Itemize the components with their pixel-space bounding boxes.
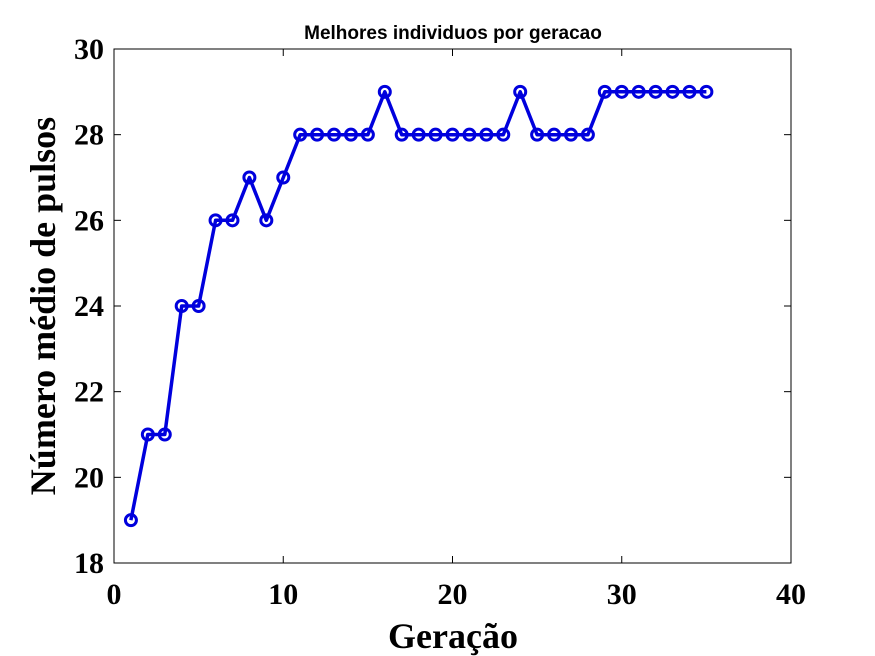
x-tick-label: 30 <box>607 578 637 611</box>
data-point <box>343 127 358 142</box>
series-markers <box>123 84 714 528</box>
data-point <box>140 427 155 442</box>
data-point <box>208 213 223 228</box>
y-tick-label: 22 <box>74 376 104 409</box>
chart-title: Melhores individuos por geracao <box>304 23 602 44</box>
data-point <box>377 84 392 99</box>
data-point <box>411 127 426 142</box>
data-point <box>631 84 646 99</box>
data-point <box>563 127 578 142</box>
data-point <box>462 127 477 142</box>
x-axis: 0 10 20 30 40 <box>107 49 806 611</box>
data-point <box>360 127 375 142</box>
x-tick-label: 20 <box>438 578 468 611</box>
y-tick-label: 28 <box>74 119 104 152</box>
data-point <box>293 127 308 142</box>
x-tick-label: 0 <box>107 578 122 611</box>
data-point <box>496 127 511 142</box>
data-point <box>699 84 714 99</box>
x-tick-label: 40 <box>776 578 806 611</box>
y-tick-label: 18 <box>74 547 104 580</box>
data-point <box>648 84 663 99</box>
data-point <box>614 84 629 99</box>
data-point <box>479 127 494 142</box>
data-point <box>665 84 680 99</box>
series-line <box>129 90 707 521</box>
data-point <box>157 427 172 442</box>
data-point <box>445 127 460 142</box>
data-point <box>242 170 257 185</box>
y-tick-label: 30 <box>74 33 104 66</box>
data-point <box>225 213 240 228</box>
x-tick-label: 10 <box>268 578 298 611</box>
data-point <box>547 127 562 142</box>
data-point <box>394 127 409 142</box>
data-point <box>682 84 697 99</box>
data-point <box>530 127 545 142</box>
data-point <box>191 299 206 313</box>
data-point <box>310 127 325 142</box>
y-axis-label: Número médio de pulsos <box>23 117 63 495</box>
data-point <box>580 127 595 142</box>
y-axis: 18 20 22 24 26 28 30 <box>74 33 791 580</box>
data-point <box>174 299 189 313</box>
x-axis-label: Geração <box>388 616 518 656</box>
y-tick-label: 24 <box>74 290 104 323</box>
data-point <box>513 84 528 99</box>
data-point <box>123 513 138 528</box>
data-point <box>597 84 612 99</box>
y-tick-label: 26 <box>74 204 104 237</box>
data-point <box>259 213 274 228</box>
data-point <box>428 127 443 142</box>
plot-area <box>113 48 792 564</box>
data-point <box>327 127 342 142</box>
data-point <box>276 170 291 185</box>
y-tick-label: 20 <box>74 461 104 494</box>
